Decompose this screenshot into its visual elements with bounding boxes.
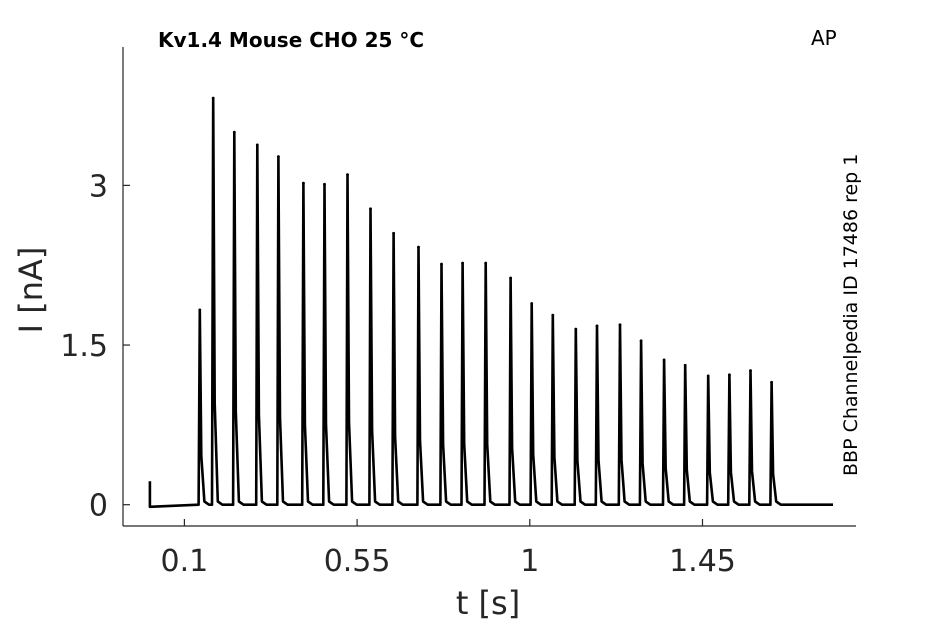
spike-peak-point [232,130,236,134]
spike-peak-point [440,262,443,266]
x-tick-label: 0.1 [161,544,209,579]
x-tick-label: 1 [520,544,539,579]
spike-peak-point [392,231,395,235]
spike-peak-point [749,369,752,372]
spike-peak-point [770,380,773,384]
spike-peak-point [461,261,464,265]
current-trace [148,96,833,509]
spike-peak-point [211,96,215,100]
y-ticks: 01.53 [60,169,130,524]
spike-peak-point [618,323,622,327]
x-axis-label: t [s] [456,584,520,622]
plot-area [148,96,833,509]
spike-peak-point [277,155,280,159]
spike-peak-point [551,313,555,317]
spike-peak-point [346,173,349,177]
x-tick-label: 1.45 [669,544,736,579]
spike-peak-point [417,245,420,249]
spike-peak-point [509,276,512,280]
x-ticks: 0.1 0.55 1 1.45 [161,519,736,579]
spike-peak-point [323,182,326,186]
spike-peak-point [255,143,259,147]
spike-peak-point [484,261,488,265]
spike-peak-point [198,308,202,312]
y-tick-label: 1.5 [60,329,108,364]
spike-peak-point [369,207,372,211]
y-axis-label: I [nA] [12,247,50,334]
spike-peak-point [574,327,578,331]
x-tick-label: 0.55 [324,544,391,579]
spike-peak-point [683,363,687,367]
side-label: BBP Channelpedia ID 17486 rep 1 [840,154,862,476]
spike-peak-point [639,339,643,343]
corner-label: AP [811,26,837,50]
spike-peak-point [662,358,666,362]
y-tick-label: 3 [89,169,108,204]
y-tick-label: 0 [89,489,108,524]
spike-peak-point [302,181,305,185]
spike-peak-point [530,302,534,305]
spike-peak-point [706,374,710,378]
spike-peak-point [595,324,599,328]
chart-title: Kv1.4 Mouse CHO 25 °C [158,28,424,52]
spike-peak-point [728,373,731,377]
